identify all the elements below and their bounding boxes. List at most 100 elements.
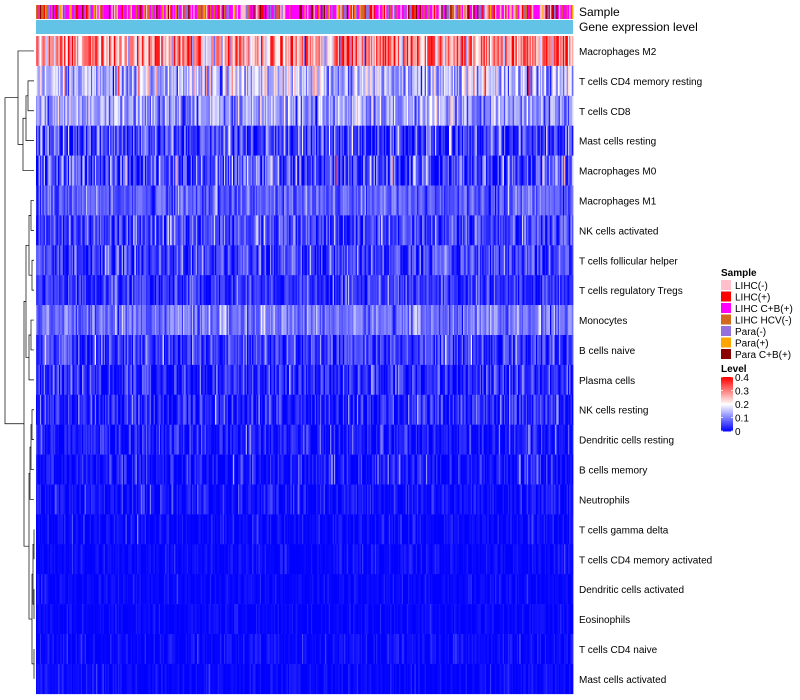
heatmap-cell [82,36,84,67]
heatmap-cell [55,155,57,186]
heatmap-cell [495,65,497,97]
heatmap-cell [96,95,98,126]
heatmap-cell [500,36,502,67]
heatmap-cell [271,305,273,336]
heatmap-cell [263,185,266,216]
heatmap-cell [105,125,107,156]
heatmap-cell [226,95,229,126]
heatmap-cell [381,155,383,186]
heatmap-cell [353,65,355,97]
heatmap-cell [223,65,226,97]
sample-annotation-cell [96,5,98,19]
heatmap-cell [230,245,233,276]
sample-annotation-cell [168,5,171,19]
heatmap-cell [501,245,504,276]
heatmap-cell [328,275,331,306]
heatmap-cell [535,305,538,336]
heatmap-cell [390,155,392,186]
heatmap-cell [569,305,571,336]
heatmap-cell [189,305,192,336]
heatmap-cell [135,335,138,366]
heatmap-cell [457,95,460,126]
heatmap-cell [202,65,204,97]
heatmap-cell [121,275,124,306]
heatmap-cell [147,95,149,126]
heatmap-cell [570,95,573,126]
heatmap-cell [290,275,293,306]
heatmap-cell [365,275,368,306]
sample-annotation-cell [450,5,452,19]
heatmap-cell [189,185,192,216]
heatmap-cell [533,155,536,186]
heatmap-cell [313,36,316,67]
heatmap-cell [322,215,325,246]
heatmap-cell [360,95,363,126]
heatmap-cell [363,245,365,276]
heatmap-cell [287,275,290,306]
heatmap-cell [341,185,344,216]
heatmap-cell [314,305,317,336]
heatmap-cell [566,245,569,276]
heatmap-cell [167,185,170,216]
heatmap-cell [250,245,253,276]
heatmap-cell [496,36,498,67]
heatmap-cell [561,125,564,156]
heatmap-cell [367,155,369,186]
heatmap-cell [498,36,501,67]
heatmap-cell [170,305,172,336]
heatmap-cell [128,335,130,366]
heatmap-cell [203,65,206,97]
heatmap-cell [60,245,62,276]
heatmap-cell [285,275,287,306]
heatmap-cell [300,245,303,276]
heatmap-cell [376,36,378,67]
heatmap-cell [465,65,468,97]
heatmap-cell [88,335,91,366]
sample-annotation-cell [223,5,226,19]
heatmap-cell [411,155,414,186]
heatmap-cell [97,155,100,186]
heatmap-cell [112,125,115,156]
heatmap-cell [167,36,170,67]
heatmap-cell [255,335,258,366]
heatmap-cell [174,155,176,186]
heatmap-cell [466,155,469,186]
heatmap-cell [505,95,507,126]
heatmap-cell [206,65,208,97]
heatmap-cell [515,215,518,246]
heatmap-cell [202,275,204,306]
heatmap-cell [208,275,211,306]
heatmap-cell [121,335,124,366]
heatmap-cell [216,215,218,246]
heatmap-cell [171,185,174,216]
heatmap-cell [89,65,92,97]
heatmap-cell [335,245,337,276]
heatmap-cell [271,185,273,216]
heatmap-cell [255,245,258,276]
heatmap-cell [364,185,367,216]
heatmap-cell [268,65,271,97]
heatmap-cell [211,305,213,336]
heatmap-cell [269,245,272,276]
heatmap-cell [308,95,311,126]
heatmap-cell [170,185,172,216]
heatmap-cell [524,305,527,336]
heatmap-cell [73,95,75,126]
heatmap-cell [425,245,428,276]
heatmap-cell [103,155,106,186]
heatmap-cell [541,245,543,276]
heatmap-cell [341,95,344,126]
heatmap-cell [238,305,240,336]
heatmap-cell [420,215,423,246]
heatmap-cell [409,215,412,246]
heatmap-cell [282,125,285,156]
heatmap-cell [271,245,273,276]
heatmap-cell [438,125,441,156]
heatmap-cell [555,125,557,156]
heatmap-cell [124,305,126,336]
heatmap-cell [544,36,547,67]
heatmap-cell [202,125,204,156]
heatmap-cell [321,215,323,246]
heatmap-cell [171,215,174,246]
heatmap-cell [188,185,190,216]
